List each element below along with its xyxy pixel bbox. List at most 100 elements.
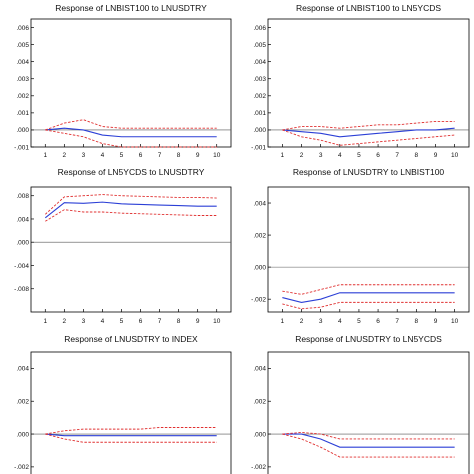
panel-lnusdtry-to-lnbist100: Response of LNUSDTRY to LNBIST100 -.002 .0… bbox=[237, 160, 474, 330]
y-tick-label: .000 bbox=[16, 127, 29, 134]
chart-title: Response of LNUSDTRY to LN5YCDS bbox=[295, 334, 442, 344]
x-tick-label: 3 bbox=[82, 152, 86, 159]
y-tick-label: -.008 bbox=[14, 286, 29, 293]
x-tick-label: 9 bbox=[196, 318, 200, 325]
x-tick-label: 1 bbox=[281, 152, 285, 159]
y-tick-label: .000 bbox=[253, 264, 266, 271]
x-tick-label: 3 bbox=[82, 318, 86, 325]
y-tick-label: .004 bbox=[16, 216, 29, 223]
panel-lnusdtry-to-index: Response of LNUSDTRY to INDEX -.002 .000 .0… bbox=[0, 330, 237, 474]
chart-title: Response of LNUSDTRY to INDEX bbox=[64, 334, 198, 344]
y-tick-label: .002 bbox=[253, 399, 266, 406]
x-tick-label: 4 bbox=[101, 152, 105, 159]
x-tick-label: 9 bbox=[434, 318, 438, 325]
impulse-response-line bbox=[282, 292, 455, 303]
chart-svg: Response of LNUSDTRY to LN5YCDS -.002 .000… bbox=[251, 334, 470, 474]
x-tick-label: 2 bbox=[63, 152, 67, 159]
y-tick-label: -.001 bbox=[14, 144, 29, 151]
x-tick-label: 7 bbox=[158, 152, 162, 159]
confidence-band-line bbox=[45, 433, 217, 443]
y-tick-label: .005 bbox=[16, 42, 29, 49]
y-tick-label: .005 bbox=[253, 42, 266, 49]
chart-title: Response of LNBIST100 to LN5YCDS bbox=[296, 3, 441, 13]
chart-svg: Response of LNBIST100 to LN5YCDS -.001 .00… bbox=[251, 3, 470, 159]
y-tick-label: .003 bbox=[253, 76, 266, 83]
x-tick-label: 5 bbox=[120, 152, 124, 159]
y-tick-label: .006 bbox=[16, 25, 29, 32]
y-tick-label: .000 bbox=[253, 431, 266, 438]
x-tick-label: 3 bbox=[319, 152, 323, 159]
x-tick-label: 9 bbox=[196, 152, 200, 159]
x-tick-label: 2 bbox=[63, 318, 67, 325]
chart-svg: Response of LNUSDTRY to INDEX -.002 .000 .0… bbox=[14, 334, 232, 474]
panel-lnbist100-to-lnusdtry: Response of LNBIST100 to LNUSDTRY -.001 .0… bbox=[0, 0, 237, 160]
confidence-band-line bbox=[45, 119, 217, 131]
y-tick-label: -.002 bbox=[14, 464, 29, 471]
confidence-band-line bbox=[282, 120, 455, 131]
x-tick-label: 8 bbox=[415, 318, 419, 325]
x-tick-label: 4 bbox=[338, 152, 342, 159]
panel-lnusdtry-to-ln5ycds: Response of LNUSDTRY to LN5YCDS -.002 .000… bbox=[237, 330, 474, 474]
x-tick-label: 7 bbox=[158, 318, 162, 325]
y-tick-label: -.001 bbox=[251, 144, 266, 151]
x-tick-label: 6 bbox=[376, 152, 380, 159]
y-tick-label: .004 bbox=[253, 59, 266, 66]
x-tick-label: 2 bbox=[300, 152, 304, 159]
plot-frame bbox=[30, 186, 232, 313]
x-tick-label: 3 bbox=[319, 318, 323, 325]
chart-title: Response of LNUSDTRY to LNBIST100 bbox=[293, 167, 445, 177]
y-tick-label: .004 bbox=[16, 366, 29, 373]
y-tick-label: .001 bbox=[253, 110, 266, 117]
impulse-response-line bbox=[282, 433, 455, 448]
x-tick-label: 5 bbox=[357, 152, 361, 159]
x-tick-label: 10 bbox=[451, 318, 459, 325]
y-tick-label: .000 bbox=[16, 431, 29, 438]
plot-frame bbox=[30, 18, 232, 148]
x-tick-label: 8 bbox=[177, 318, 181, 325]
x-tick-label: 10 bbox=[213, 318, 221, 325]
x-tick-label: 10 bbox=[451, 152, 459, 159]
x-tick-label: 6 bbox=[139, 152, 143, 159]
y-tick-label: -.002 bbox=[251, 464, 266, 471]
chart-svg: Response of LN5YCDS to LNUSDTRY -.008 -.00… bbox=[14, 167, 232, 325]
plot-frame bbox=[30, 351, 232, 474]
x-tick-label: 1 bbox=[43, 152, 47, 159]
x-tick-label: 1 bbox=[281, 318, 285, 325]
y-tick-label: .002 bbox=[16, 93, 29, 100]
confidence-band-line bbox=[45, 209, 217, 222]
confidence-band-line bbox=[282, 129, 455, 146]
x-tick-label: 7 bbox=[395, 318, 399, 325]
y-tick-label: .002 bbox=[253, 93, 266, 100]
y-tick-label: .004 bbox=[253, 200, 266, 207]
x-tick-label: 2 bbox=[300, 318, 304, 325]
confidence-band-line bbox=[44, 194, 217, 215]
plot-frame bbox=[267, 186, 470, 313]
y-tick-label: .004 bbox=[16, 59, 29, 66]
y-tick-label: .003 bbox=[16, 76, 29, 83]
x-tick-label: 6 bbox=[376, 318, 380, 325]
panel-lnbist100-to-ln5ycds: Response of LNBIST100 to LN5YCDS -.001 .00… bbox=[237, 0, 474, 160]
y-tick-label: .000 bbox=[253, 127, 266, 134]
x-tick-label: 5 bbox=[357, 318, 361, 325]
y-tick-label: .008 bbox=[16, 193, 29, 200]
y-tick-label: -.004 bbox=[14, 263, 29, 270]
x-tick-label: 10 bbox=[213, 152, 221, 159]
x-tick-label: 8 bbox=[177, 152, 181, 159]
y-tick-label: .000 bbox=[16, 240, 29, 247]
x-tick-label: 4 bbox=[101, 318, 105, 325]
confidence-band-line bbox=[45, 129, 217, 148]
y-tick-label: .002 bbox=[253, 232, 266, 239]
confidence-band-line bbox=[45, 427, 217, 435]
y-tick-label: .002 bbox=[16, 399, 29, 406]
chart-title: Response of LNBIST100 to LNUSDTRY bbox=[55, 3, 207, 13]
x-tick-label: 1 bbox=[43, 318, 47, 325]
y-tick-label: .006 bbox=[253, 25, 266, 32]
confidence-band-line bbox=[282, 433, 455, 458]
x-tick-label: 5 bbox=[120, 318, 124, 325]
confidence-band-line bbox=[282, 431, 455, 440]
x-tick-label: 6 bbox=[139, 318, 143, 325]
y-tick-label: .004 bbox=[253, 366, 266, 373]
y-tick-label: -.002 bbox=[251, 296, 266, 303]
panel-ln5ycds-to-lnusdtry: Response of LN5YCDS to LNUSDTRY -.008 -.00… bbox=[0, 160, 237, 330]
chart-svg: Response of LNBIST100 to LNUSDTRY -.001 .0… bbox=[14, 3, 232, 159]
